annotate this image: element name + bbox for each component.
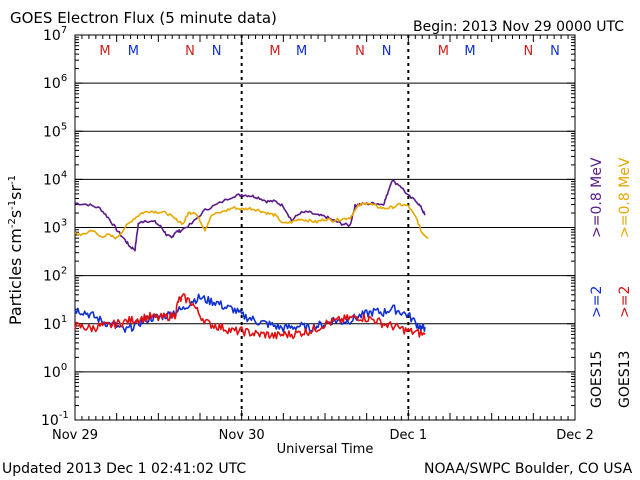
- y-tick-label: 105: [43, 121, 67, 140]
- y-tick-label: 100: [43, 362, 67, 381]
- x-tick-label: Dec 2: [556, 428, 594, 443]
- x-tick-label: Dec 1: [390, 428, 428, 443]
- updated-label: Updated 2013 Dec 1 02:41:02 UTC: [2, 461, 246, 477]
- legend-goes15: GOES15: [589, 351, 605, 408]
- mn-marker: N: [523, 44, 533, 59]
- mn-marker: N: [382, 44, 392, 59]
- series-line: [75, 179, 426, 252]
- mn-marker: M: [296, 44, 307, 59]
- x-tick-label: Nov 29: [52, 428, 98, 443]
- y-tick-label: 102: [43, 266, 67, 285]
- series-line: [74, 293, 426, 333]
- mn-marker: N: [185, 44, 195, 59]
- mn-marker: M: [269, 44, 280, 59]
- y-tick-label: 103: [43, 218, 67, 237]
- legend-goes15-2: >=2: [589, 286, 605, 318]
- y-tick-label: 104: [43, 169, 67, 188]
- y-tick-label: 101: [43, 314, 67, 333]
- mn-marker: M: [128, 44, 139, 59]
- begin-label: Begin: 2013 Nov 29 0000 UTC: [413, 19, 624, 35]
- mn-marker: M: [464, 44, 475, 59]
- mn-marker: N: [212, 44, 222, 59]
- mn-marker: N: [355, 44, 365, 59]
- legend-goes13-2: >=2: [617, 286, 633, 318]
- y-tick-label: 10-1: [41, 410, 69, 429]
- credit-label: NOAA/SWPC Boulder, CO USA: [424, 461, 633, 477]
- legend-goes13: GOES13: [617, 351, 633, 408]
- mn-marker: M: [438, 44, 449, 59]
- legend-goes13-08: >=0.8 MeV: [617, 157, 633, 238]
- series-line: [74, 293, 426, 340]
- y-tick-label: 107: [43, 25, 67, 44]
- y-tick-label: 106: [43, 73, 67, 92]
- y-axis-title: Particles cm-2s-1sr-1: [6, 175, 25, 325]
- mn-marker: N: [550, 44, 560, 59]
- mn-marker: M: [99, 44, 110, 59]
- x-axis-title: Universal Time: [277, 442, 374, 457]
- x-tick-label: Nov 30: [219, 428, 265, 443]
- chart-title: GOES Electron Flux (5 minute data): [10, 9, 277, 27]
- series-line: [74, 202, 429, 240]
- legend-goes15-08: >=0.8 MeV: [589, 157, 605, 238]
